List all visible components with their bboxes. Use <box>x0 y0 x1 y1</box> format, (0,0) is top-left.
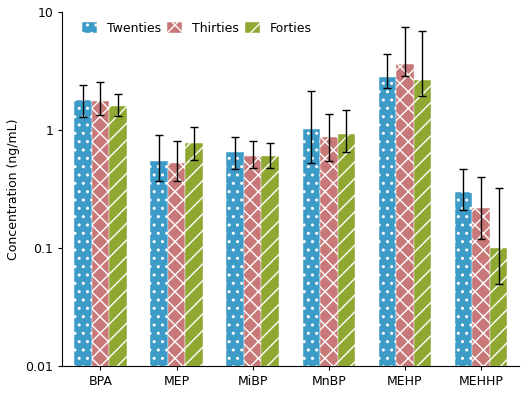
Bar <box>261 156 279 395</box>
Y-axis label: Concentration (ng/mL): Concentration (ng/mL) <box>7 118 20 260</box>
Bar <box>302 129 320 395</box>
Bar <box>244 156 261 395</box>
Bar <box>490 248 507 395</box>
Bar <box>185 143 203 395</box>
Legend: Twenties, Thirties, Forties: Twenties, Thirties, Forties <box>78 18 316 39</box>
Bar <box>320 137 338 395</box>
Bar <box>150 161 168 395</box>
Bar <box>109 106 127 395</box>
Bar <box>226 152 244 395</box>
Bar <box>472 208 490 395</box>
Bar <box>396 64 413 395</box>
Bar <box>168 164 185 395</box>
Bar <box>92 101 109 395</box>
Bar <box>413 80 431 395</box>
Bar <box>379 77 396 395</box>
Bar <box>338 134 355 395</box>
Bar <box>74 100 92 395</box>
Bar <box>455 192 472 395</box>
